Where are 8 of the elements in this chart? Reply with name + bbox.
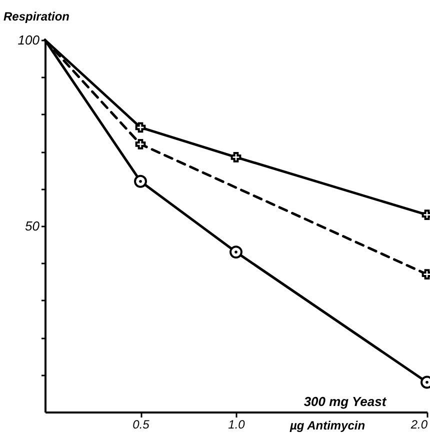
x-axis-title: µg Antimycin xyxy=(288,418,366,432)
y-tick-label: 100 xyxy=(18,32,40,48)
y-tick-label: 50 xyxy=(25,218,40,234)
x-tick-label: 1.0 xyxy=(228,418,246,432)
annotation: 300 mg Yeast xyxy=(304,394,387,409)
x-tick-label: 0.5 xyxy=(132,418,150,432)
x-tick-label: 2.0 xyxy=(410,418,428,432)
y-axis-title: Respiration xyxy=(4,10,70,24)
